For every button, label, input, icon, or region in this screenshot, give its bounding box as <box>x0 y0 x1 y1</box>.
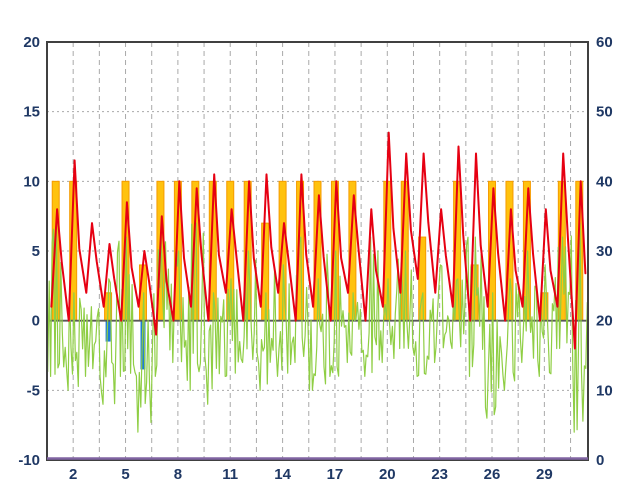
x-axis-tick-label: 11 <box>222 466 238 483</box>
x-axis-tick-label: 5 <box>121 466 129 483</box>
y-axis-right-tick-label: 0 <box>596 452 604 469</box>
y-axis-right-tick-label: 60 <box>596 34 613 51</box>
x-axis-tick-label: 14 <box>274 466 291 483</box>
y-axis-left-tick-label: 15 <box>23 104 40 121</box>
x-axis-tick-label: 2 <box>69 466 77 483</box>
blue-bar <box>140 320 146 370</box>
y-axis-right-tick-label: 50 <box>596 104 613 121</box>
red-series-line <box>50 131 587 350</box>
y-axis-right-tick-label: 40 <box>596 173 613 190</box>
y-axis-left-tick-label: 5 <box>32 243 40 260</box>
blue-bar <box>105 320 111 342</box>
x-axis-tick-label: 29 <box>536 466 553 483</box>
y-axis-right-tick-label: 20 <box>596 313 613 330</box>
y-axis-right-tick-label: 30 <box>596 243 613 260</box>
y-axis-left-tick-label: 10 <box>23 173 40 190</box>
x-axis-tick-label: 17 <box>327 466 344 483</box>
y-axis-left-tick-label: 20 <box>23 34 40 51</box>
x-axis-tick-label: 26 <box>484 466 501 483</box>
x-axis-tick-label: 20 <box>379 466 396 483</box>
y-axis-left-tick-label: -10 <box>18 452 40 469</box>
x-axis-tick-label: 23 <box>431 466 448 483</box>
green-series-line <box>47 222 588 433</box>
y-axis-right-tick-label: 10 <box>596 382 613 399</box>
y-axis-left-tick-label: -5 <box>27 382 40 399</box>
x-axis-tick-label: 8 <box>174 466 182 483</box>
plot-frame <box>46 41 589 461</box>
y-axis-left-tick-label: 0 <box>32 313 40 330</box>
